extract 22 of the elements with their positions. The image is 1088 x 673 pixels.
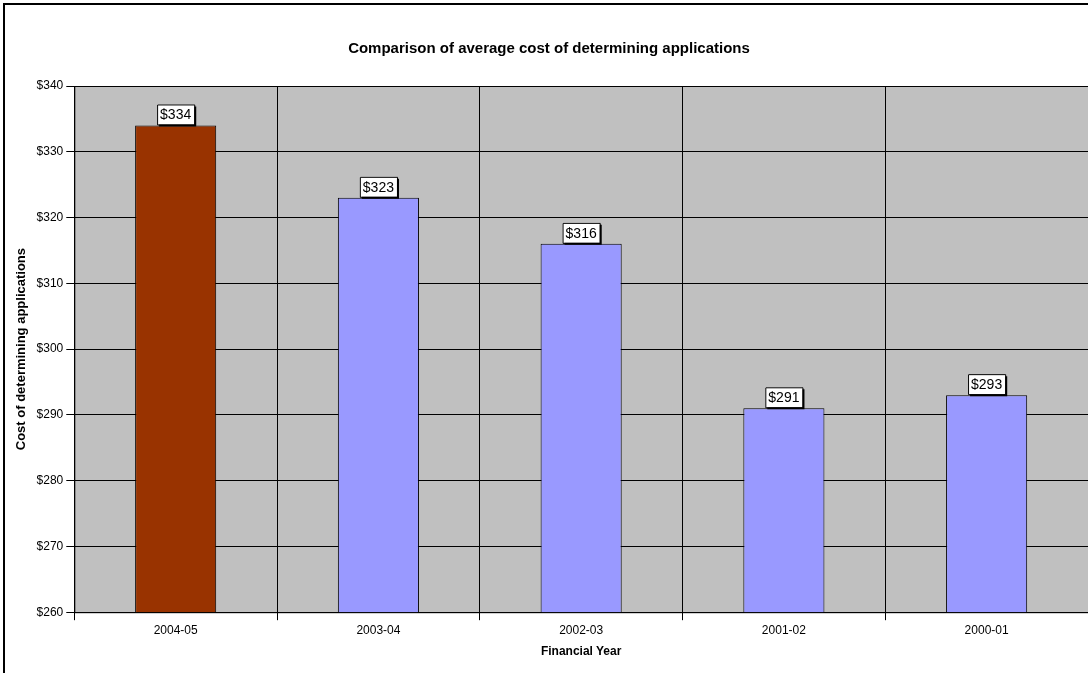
x-tick-label: 2002-03: [559, 622, 604, 637]
y-tick-label: $340: [36, 78, 64, 93]
chart-title: Comparison of average cost of determining applications: [348, 39, 750, 57]
data-label: $323: [362, 178, 395, 195]
data-label: $334: [160, 106, 192, 123]
x-tick-label: 2001-02: [761, 622, 807, 637]
data-label: $316: [565, 224, 597, 241]
y-tick-label: $260: [36, 604, 64, 619]
y-tick-label: $270: [36, 538, 64, 553]
y-tick-label: $330: [36, 144, 64, 159]
y-tick-label: $300: [36, 341, 64, 356]
data-label: $293: [971, 376, 1003, 392]
y-tick-label: $280: [36, 472, 64, 487]
y-axis-title: Cost of determining applications: [13, 247, 29, 451]
x-tick-label: 2004-05: [153, 622, 199, 637]
x-tick-label: 2003-04: [356, 622, 401, 637]
y-tick-label: $320: [36, 209, 64, 224]
x-axis-title: Financial Year: [540, 644, 622, 659]
y-tick-label: $290: [36, 407, 64, 422]
y-tick-label: $310: [36, 275, 64, 290]
x-tick-label: 2000-01: [964, 622, 1009, 637]
data-label: $291: [768, 389, 800, 406]
